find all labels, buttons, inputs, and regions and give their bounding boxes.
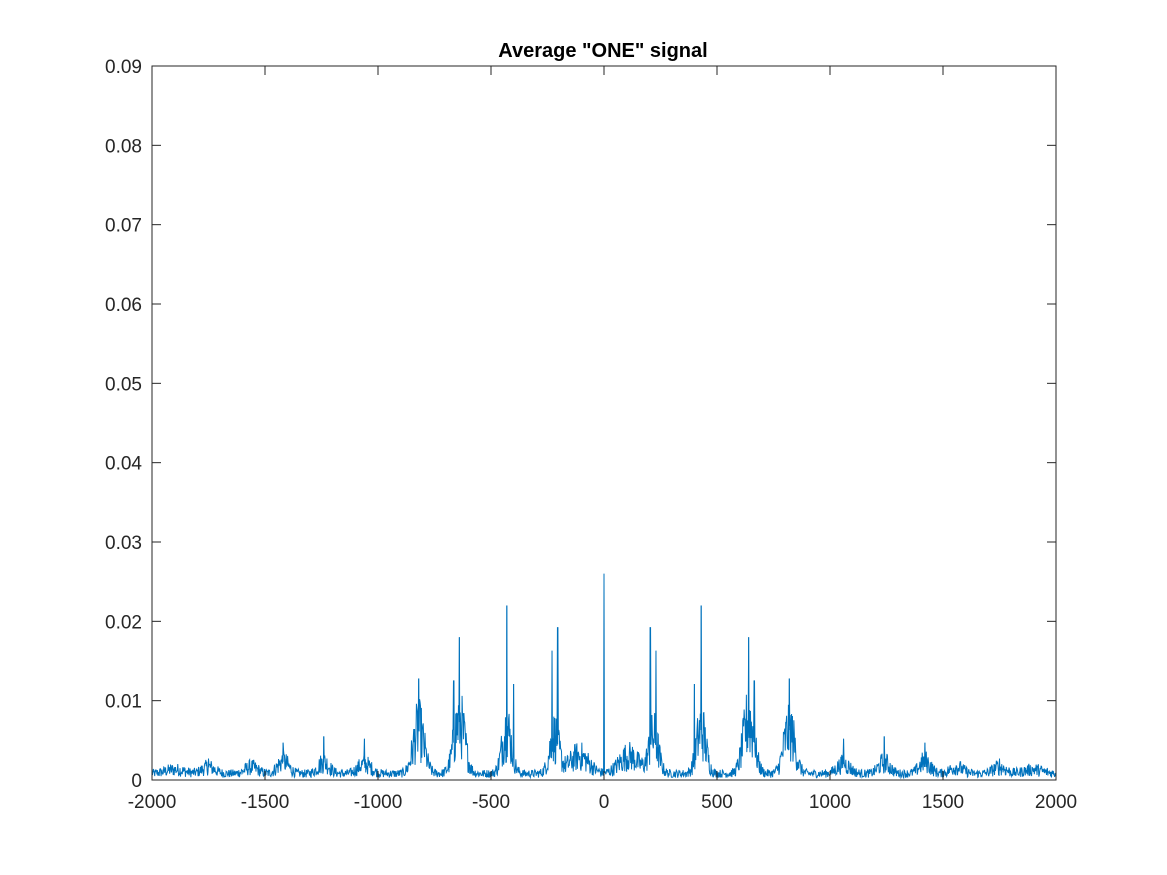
y-tick-label: 0.03	[105, 533, 142, 554]
x-tick-label: -2000	[128, 792, 177, 813]
x-tick-label: -500	[472, 792, 510, 813]
y-tick-label: 0.04	[105, 454, 142, 475]
x-tick-label: 0	[599, 792, 610, 813]
y-tick-label: 0.09	[105, 57, 142, 78]
x-tick-label: 500	[701, 792, 733, 813]
x-tick-label: 1500	[922, 792, 964, 813]
y-tick-label: 0.06	[105, 295, 142, 316]
x-tick-label: -1500	[241, 792, 290, 813]
y-tick-label: 0.02	[105, 612, 142, 633]
x-tick-label: 2000	[1035, 792, 1077, 813]
plot-area: -2000 -1500 -1000 -500 0 500 1000 1500 2000 0 0.0…	[105, 57, 1077, 813]
x-axis-ticks: -2000 -1500 -1000 -500 0 500 1000 1500 2000	[128, 66, 1077, 813]
y-tick-label: 0	[131, 771, 142, 792]
series-layer	[151, 573, 1057, 780]
y-tick-label: 0.07	[105, 216, 142, 237]
y-tick-label: 0.01	[105, 692, 142, 713]
x-tick-label: 1000	[809, 792, 851, 813]
y-tick-label: 0.08	[105, 136, 142, 157]
chart-title: Average "ONE" signal	[498, 40, 707, 62]
y-axis-ticks: 0 0.01 0.02 0.03 0.04 0.05 0.06 0.07 0.08 0.09	[105, 57, 1056, 792]
signal-series-line	[151, 573, 1057, 780]
y-tick-label: 0.05	[105, 374, 142, 395]
x-tick-label: -1000	[354, 792, 403, 813]
